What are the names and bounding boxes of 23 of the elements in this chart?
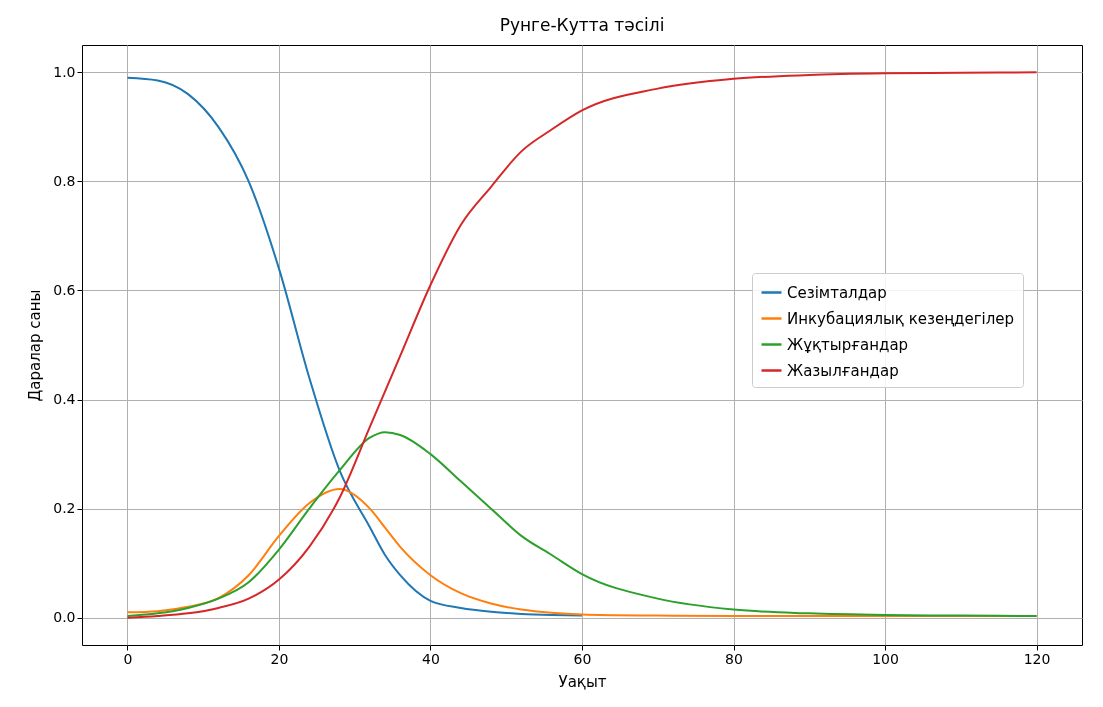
x-tick-label: 120 — [1023, 650, 1051, 667]
y-tick-label: 0.6 — [53, 281, 76, 298]
line-series — [126, 431, 1038, 618]
x-tick-label: 100 — [872, 650, 899, 667]
y-tick-label: 0.2 — [53, 500, 76, 517]
x-tick-label: 20 — [270, 650, 289, 667]
x-tick-label: 0 — [123, 650, 133, 667]
legend-label: Жұқтырғандар — [787, 335, 909, 354]
line-series — [126, 71, 1038, 619]
x-axis-title: Уақыт — [558, 672, 607, 691]
y-tick-label: 0.8 — [53, 172, 76, 189]
y-tick-label: 0.0 — [53, 609, 76, 626]
legend-label: Сезімталдар — [787, 283, 887, 302]
y-tick-label: 0.4 — [53, 391, 76, 408]
legend-label: Жазылғандар — [787, 361, 899, 380]
y-axis-title: Даралар саны — [26, 289, 45, 402]
x-tick-label: 40 — [422, 650, 440, 667]
chart-title: Рунге-Кутта тәсілі — [499, 15, 665, 35]
legend-label: Инкубациялық кезеңдегілер — [787, 309, 1015, 328]
x-tick-label: 80 — [725, 650, 743, 667]
line-series — [126, 76, 583, 617]
x-tick-label: 60 — [573, 650, 592, 667]
y-tick-label: 1.0 — [53, 63, 76, 80]
